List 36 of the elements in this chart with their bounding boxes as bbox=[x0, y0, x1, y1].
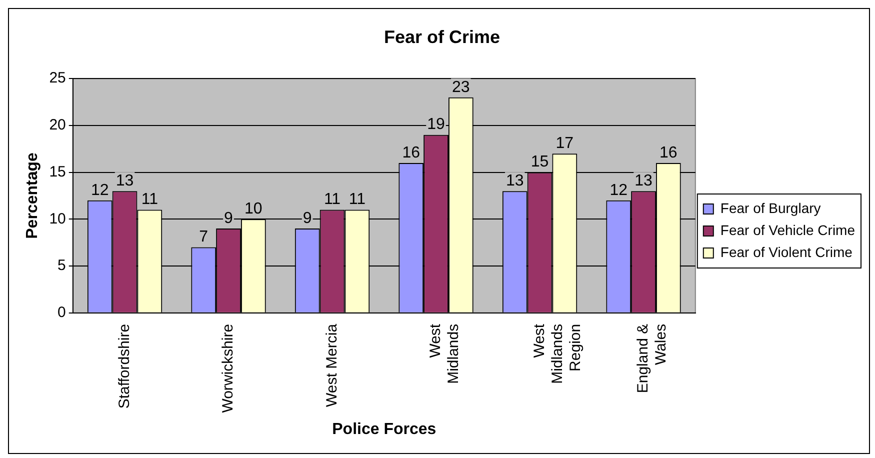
y-tick-label: 20 bbox=[49, 116, 66, 134]
data-label: 13 bbox=[506, 172, 524, 190]
y-tick-label: 15 bbox=[49, 163, 66, 180]
data-label: 9 bbox=[302, 210, 312, 227]
data-label: 16 bbox=[660, 144, 678, 162]
x-tick-label: West Midlands bbox=[427, 323, 462, 384]
x-tick-label: West Mercia bbox=[323, 323, 340, 407]
legend-label: Fear of Burglary bbox=[720, 200, 821, 216]
chart-title: Fear of Crime bbox=[384, 26, 500, 47]
data-label: 13 bbox=[116, 172, 134, 190]
data-label: 17 bbox=[556, 134, 574, 152]
data-label: 13 bbox=[634, 172, 653, 190]
x-tick-label: West Midlands Region bbox=[530, 323, 584, 384]
y-tick-label: 25 bbox=[49, 70, 66, 87]
data-label: 23 bbox=[452, 78, 470, 96]
y-tick-label: 10 bbox=[49, 210, 66, 228]
x-axis-title: Police Forces bbox=[332, 420, 436, 438]
data-label: 12 bbox=[610, 182, 628, 199]
x-tick-label: England & Wales bbox=[634, 324, 670, 394]
y-tick-label: 5 bbox=[58, 257, 66, 274]
x-tick-label: Staffordshire bbox=[116, 324, 133, 409]
data-label: 7 bbox=[199, 228, 208, 246]
y-axis-title: Percentage bbox=[24, 152, 42, 239]
data-label: 15 bbox=[530, 154, 549, 171]
data-label: 11 bbox=[141, 191, 158, 208]
legend-label: Fear of Violent Crime bbox=[720, 244, 853, 260]
y-tick-label: 0 bbox=[58, 304, 66, 322]
data-label: 16 bbox=[402, 144, 420, 162]
data-label: 10 bbox=[244, 200, 262, 218]
data-label: 11 bbox=[348, 191, 366, 208]
data-label: 11 bbox=[324, 191, 341, 208]
x-tick-label: Worwickshire bbox=[220, 324, 237, 413]
data-label: 12 bbox=[90, 182, 109, 199]
data-label: 19 bbox=[427, 116, 446, 134]
legend-label: Fear of Vehicle Crime bbox=[720, 222, 856, 238]
data-label: 9 bbox=[224, 210, 234, 227]
